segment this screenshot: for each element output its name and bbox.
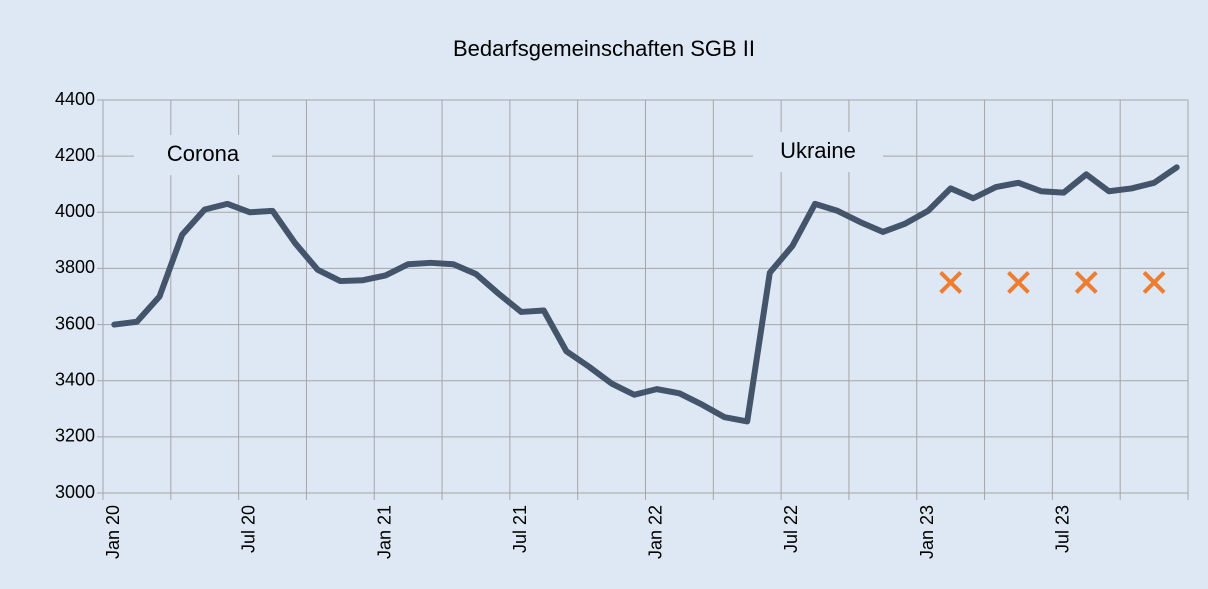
annotation-bg	[134, 135, 272, 175]
line-series	[111, 164, 1180, 425]
x-tick-label: Jan 20	[103, 505, 123, 559]
x-tick-label: Jul 23	[1052, 505, 1072, 553]
y-tick-label: 3200	[55, 426, 95, 446]
x-marker	[1142, 271, 1166, 294]
y-tick-label: 3000	[55, 482, 95, 502]
y-tick-label: 4400	[55, 89, 95, 109]
x-marker	[939, 271, 963, 294]
x-tick-label: Jul 21	[510, 505, 530, 553]
x-tick-label: Jan 22	[646, 505, 666, 559]
y-tick-label: 3600	[55, 313, 95, 333]
chart-title: Bedarfsgemeinschaften SGB II	[453, 36, 755, 61]
y-tick-label: 3400	[55, 369, 95, 389]
annotation-bg	[753, 132, 883, 172]
y-tick-label: 3800	[55, 257, 95, 277]
x-tick-label: Jan 23	[917, 505, 937, 559]
annotation: Ukraine	[780, 138, 856, 163]
annotation: Corona	[167, 141, 240, 166]
y-tick-label: 4200	[55, 145, 95, 165]
y-tick-label: 4000	[55, 201, 95, 221]
x-tick-label: Jul 22	[781, 505, 801, 553]
x-tick-label: Jan 21	[374, 505, 394, 559]
x-tick-label: Jul 20	[239, 505, 259, 553]
x-marker	[1007, 271, 1030, 294]
x-marker	[1074, 271, 1098, 294]
